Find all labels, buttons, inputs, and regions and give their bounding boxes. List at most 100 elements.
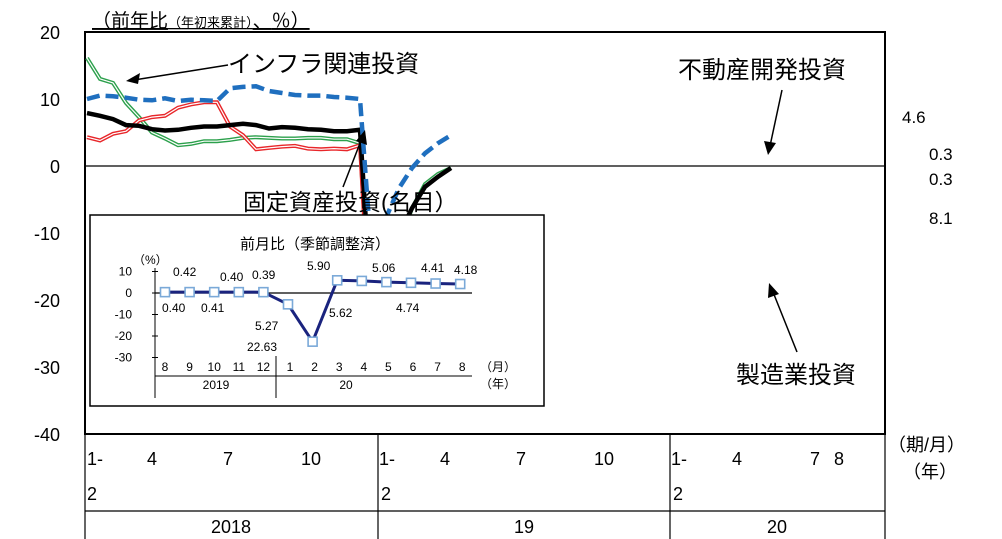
x-tick-label: 4: [440, 449, 450, 469]
x-tick-sublabel: 2: [87, 484, 97, 504]
x-tick-label: 4: [732, 449, 742, 469]
x-tick-sublabel: 2: [381, 484, 391, 504]
x-axis-table: [84, 434, 886, 539]
right-label-manufacturing: 8.1: [929, 209, 953, 228]
callout-realestate-label: 不動産開発投資: [678, 57, 846, 84]
inset-x-tick-label: 7: [434, 360, 441, 374]
inset-point: [184, 286, 195, 298]
inset-x-tick-label: 8: [162, 360, 169, 374]
inset-point: [258, 286, 269, 298]
callout-infra-label: インフラ関連投資: [228, 51, 419, 78]
inset-point: [381, 276, 392, 288]
inset-x-unit-year: （年）: [480, 377, 516, 391]
inset-x-tick-label: 3: [336, 360, 343, 374]
inset-x-tick-label: 10: [208, 360, 222, 374]
inset-point: [159, 286, 171, 298]
inset-ylabel: （%）: [133, 253, 168, 267]
x-tick-label: 1-: [379, 449, 395, 469]
y-tick-label: 20: [40, 23, 60, 43]
inset-point: [430, 278, 441, 289]
inset-y-tick-label: 0: [125, 286, 132, 300]
inset-value-label: 0.41: [201, 301, 225, 315]
callout-infra-arrowhead: [126, 73, 140, 84]
inset-value-label: 5.27: [255, 319, 279, 333]
inset-y-tick-label: -20: [115, 329, 133, 343]
x-tick-sublabel: 2: [673, 484, 683, 504]
inset-point: [307, 336, 318, 347]
inset-value-labels: 0.40 0.42 0.41 0.40 0.39 5.27 22.63 5.90 5.62 5.0…: [162, 259, 478, 354]
inset-year-label: 20: [339, 378, 353, 392]
inset-point: [208, 286, 220, 298]
inset-panel: 前月比（季節調整済） （%） 10 0 -10 -20 -30 0.40 0.42 0.41…: [89, 214, 545, 407]
inset-value-label: 5.06: [372, 261, 396, 275]
callout-fixed-arrow: [342, 137, 363, 188]
inset-value-label: 0.40: [162, 301, 186, 315]
chart-title: （前年比（年初来累計）、％）: [92, 10, 310, 32]
inset-point: [233, 286, 245, 298]
callout-fixed-arrowhead: [356, 130, 367, 145]
callout-realestate-arrowhead: [764, 141, 776, 155]
inset-x-tick-label: 1: [287, 360, 294, 374]
inset-x-tick-label: 5: [385, 360, 392, 374]
x-tick-label: 10: [594, 449, 614, 469]
inset-value-label: 0.42: [173, 265, 197, 279]
inset-value-label: 0.39: [252, 268, 276, 282]
inset-y-tick-label: -10: [115, 308, 133, 322]
x-unit-label: （期/月）: [888, 435, 965, 455]
callout-fixed: 固定資産投資(名目）: [243, 130, 458, 215]
y-tick-label: 10: [40, 90, 60, 110]
callout-manufacturing-label: 製造業投資: [736, 362, 856, 389]
inset-point: [454, 278, 466, 290]
right-label-infra: 0.3: [929, 170, 953, 189]
inset-value-label: 4.18: [454, 263, 478, 277]
inset-point: [331, 275, 343, 286]
x-year-label: 2018: [211, 517, 251, 537]
inset-y-tick-label: -30: [115, 351, 133, 365]
inset-value-label: 4.41: [421, 261, 445, 275]
inset-x-tick-label: 12: [257, 360, 271, 374]
inset-x-tick-label: 4: [360, 360, 367, 374]
inset-point: [405, 277, 417, 289]
inset-value-label: 5.90: [307, 259, 331, 273]
y-axis-tick-labels: 20 10 0 -10 -20 -30 -40: [34, 23, 60, 445]
x-tick-label: 7: [223, 449, 233, 469]
inset-value-label: 4.74: [396, 301, 420, 315]
x-tick-label: 4: [147, 449, 157, 469]
inset-x-tick-label: 9: [186, 360, 193, 374]
x-tick-label: 1-: [671, 449, 687, 469]
callout-fixed-label: 固定資産投資(名目）: [243, 189, 458, 215]
callout-infra-arrow: [133, 64, 229, 81]
x-tick-label: 7: [516, 449, 526, 469]
x-year-label: 19: [514, 517, 534, 537]
inset-x-tick-label: 11: [233, 360, 246, 374]
x-year-label: 20: [767, 517, 787, 537]
inset-series: [159, 275, 466, 347]
inset-x-tick-label: 2: [311, 360, 318, 374]
x-tick-label: 1-: [87, 449, 103, 469]
inset-y-tick-label: 10: [119, 265, 133, 279]
y-tick-label: -30: [34, 358, 60, 378]
x-unit-year-label: （年）: [903, 462, 957, 482]
callout-manufacturing-arrowhead: [768, 283, 779, 298]
x-tick-label: 10: [301, 449, 321, 469]
inset-year-label: 2019: [203, 378, 230, 392]
inset-point: [356, 275, 368, 287]
y-tick-label: 0: [50, 157, 60, 177]
x-tick-label: 8: [834, 449, 844, 469]
inset-value-label: 22.63: [247, 340, 277, 354]
callout-infra: インフラ関連投資: [126, 51, 419, 84]
inset-title: 前月比（季節調整済）: [240, 235, 390, 253]
right-label-fixed: 0.3: [929, 145, 953, 164]
series-realestate: [86, 84, 453, 276]
series-line-realestate: [86, 84, 453, 276]
plot-frame: [84, 31, 886, 435]
inset-axes: 10 0 -10 -20 -30: [115, 265, 472, 398]
right-label-realestate: 4.6: [902, 108, 926, 127]
callout-manufacturing-arrow: [772, 291, 798, 353]
callout-realestate-arrow: [769, 89, 783, 147]
inset-value-label: 0.40: [220, 270, 244, 284]
inset-point: [282, 299, 294, 310]
